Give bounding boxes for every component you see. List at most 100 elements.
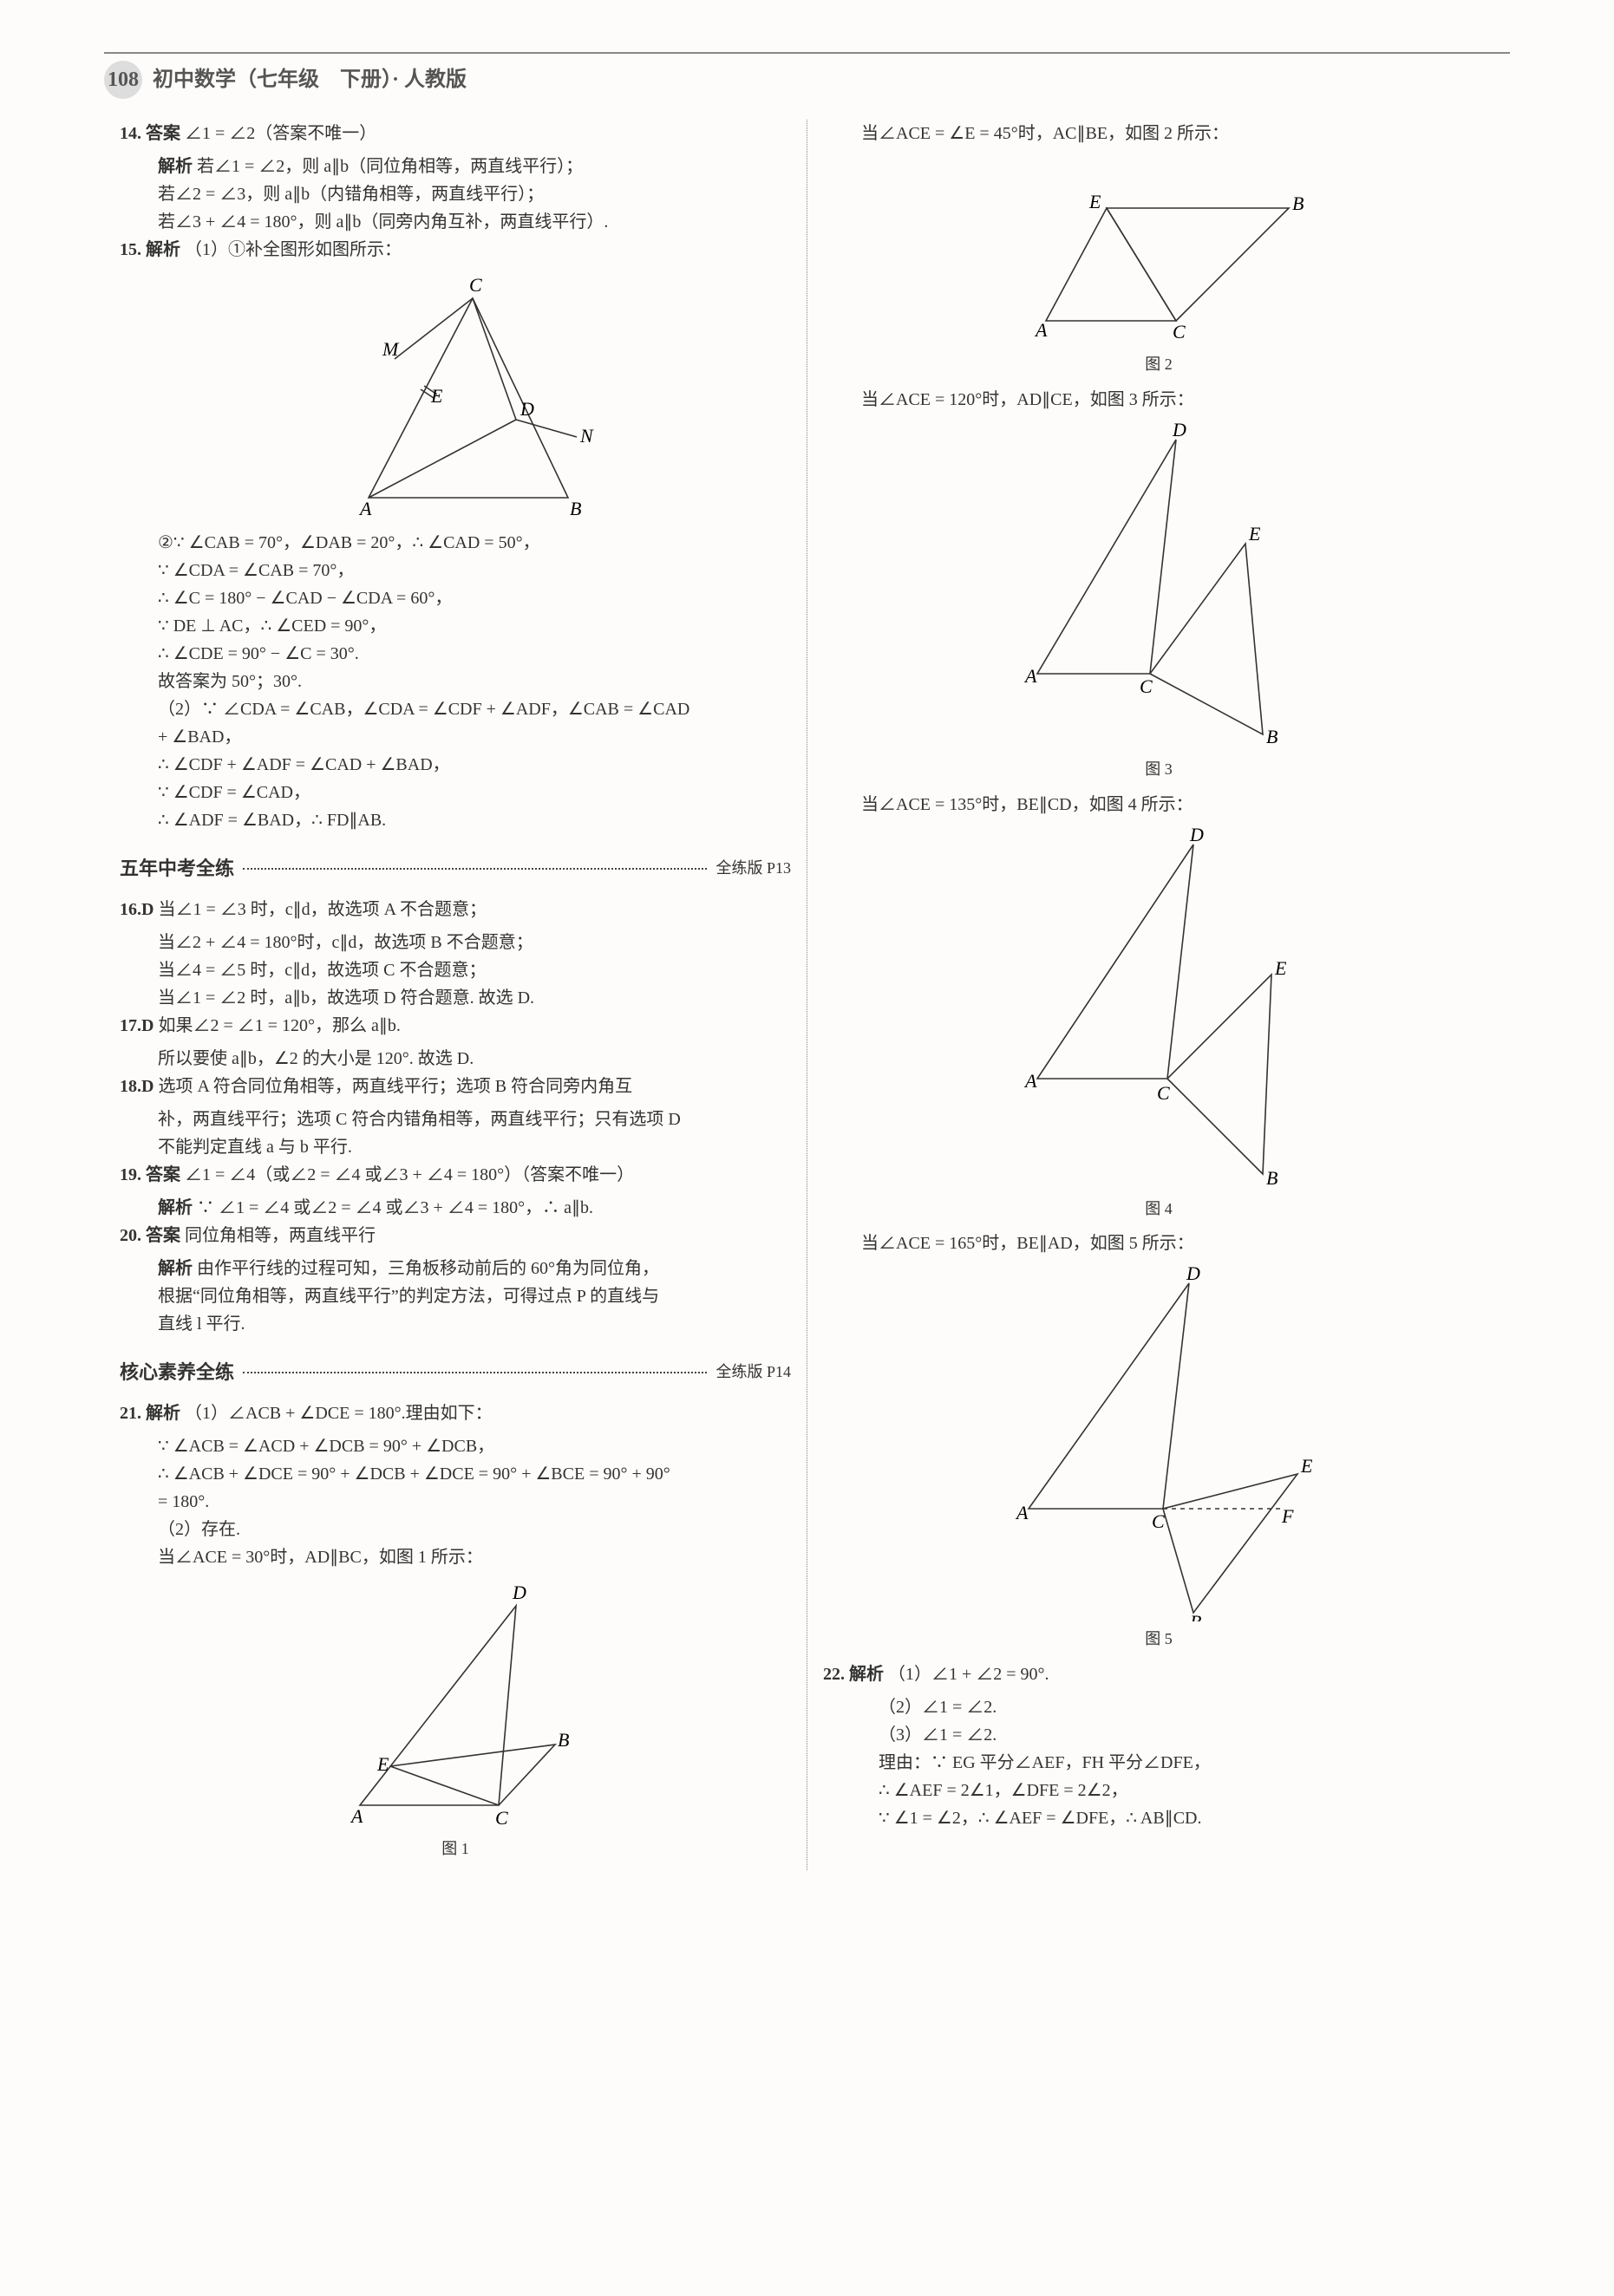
svg-text:D: D (519, 398, 534, 420)
two-column-layout: 14. 答案 ∠1 = ∠2（答案不唯一） 解析 若∠1 = ∠2，则 a∥b（… (104, 120, 1510, 1870)
fig2-caption: 图 2 (823, 352, 1494, 377)
triangle-diagram-icon: A B C D E (1003, 827, 1315, 1191)
q21-fig1: A B C D E (120, 1580, 791, 1831)
sec1-title: 五年中考全练 (120, 853, 234, 884)
q20-ans-label: 答案 (146, 1226, 180, 1245)
q22-l6: ∵ ∠1 = ∠2，∴ ∠AEF = ∠DFE，∴ AB∥CD. (823, 1804, 1494, 1832)
q22-l5: ∴ ∠AEF = 2∠1，∠DFE = 2∠2， (823, 1777, 1494, 1804)
q18: 18.D 选项 A 符合同位角相等，两直线平行；选项 B 符合同旁内角互 (120, 1073, 791, 1100)
q14-exp1: 若∠1 = ∠2，则 a∥b（同位角相等，两直线平行）； (197, 157, 583, 176)
q16-num: 16.D (120, 900, 154, 919)
svg-text:A: A (1015, 1502, 1029, 1523)
q22-exp-label: 解析 (849, 1665, 884, 1684)
q15-l7: 故答案为 50°；30°. (120, 668, 791, 695)
q16-l2: 当∠2 + ∠4 = 180°时，c∥d，故选项 B 不合题意； (120, 929, 791, 956)
q20-exp2: 根据“同位角相等，两直线平行”的判定方法，可得过点 P 的直线与 (120, 1282, 791, 1310)
q17-l1: 如果∠2 = ∠1 = 120°，那么 a∥b. (158, 1016, 400, 1035)
q19-ans-label: 答案 (146, 1165, 180, 1184)
q16-l4: 当∠1 = ∠2 时，a∥b，故选项 D 符合题意. 故选 D. (120, 984, 791, 1012)
triangle-diagram-icon: A B C D E F (994, 1266, 1323, 1621)
svg-text:F: F (1281, 1505, 1294, 1527)
q15-l5: ∵ DE ⊥ AC，∴ ∠CED = 90°， (120, 612, 791, 640)
r-l2: 当∠ACE = 120°时，AD∥CE，如图 3 所示： (823, 386, 1494, 414)
q22-l1: （1）∠1 + ∠2 = 90°. (888, 1665, 1049, 1684)
r-l1: 当∠ACE = ∠E = 45°时，AC∥BE，如图 2 所示： (823, 120, 1494, 147)
q20-exp1: 由作平行线的过程可知，三角板移动前后的 60°角为同位角， (197, 1259, 659, 1278)
q20-exp3: 直线 l 平行. (120, 1310, 791, 1338)
q17-num: 17.D (120, 1016, 154, 1035)
q18-l2: 补，两直线平行；选项 C 符合内错角相等，两直线平行；只有选项 D (120, 1106, 791, 1133)
fig5: A B C D E F (823, 1266, 1494, 1621)
q17: 17.D 如果∠2 = ∠1 = 120°，那么 a∥b. (120, 1012, 791, 1040)
triangle-diagram-icon: A B C E (1003, 156, 1315, 347)
q15-l3: ∵ ∠CDA = ∠CAB = 70°， (120, 557, 791, 584)
svg-text:E: E (1248, 523, 1261, 545)
q14-exp3: 若∠3 + ∠4 = 180°，则 a∥b（同旁内角互补，两直线平行）. (120, 208, 791, 236)
q14-ans-label: 答案 (146, 124, 180, 143)
q20-exp-label: 解析 (158, 1259, 193, 1278)
q15-exp-label: 解析 (146, 240, 180, 259)
q19: 19. 答案 ∠1 = ∠4（或∠2 = ∠4 或∠3 + ∠4 = 180°）… (120, 1161, 791, 1189)
svg-text:A: A (1023, 665, 1037, 687)
triangle-diagram-icon: A B C D E (317, 1580, 594, 1831)
svg-text:E: E (430, 385, 443, 407)
svg-text:C: C (1157, 1082, 1170, 1104)
sec1-page: 全练版 P13 (716, 856, 791, 881)
q18-l1: 选项 A 符合同位角相等，两直线平行；选项 B 符合同旁内角互 (158, 1077, 632, 1096)
left-column: 14. 答案 ∠1 = ∠2（答案不唯一） 解析 若∠1 = ∠2，则 a∥b（… (104, 120, 807, 1870)
q21-l5: 当∠ACE = 30°时，AD∥BC，如图 1 所示： (120, 1543, 791, 1571)
q14-ans: ∠1 = ∠2（答案不唯一） (185, 124, 376, 143)
q15-l2: ②∵ ∠CAB = 70°，∠DAB = 20°，∴ ∠CAD = 50°， (120, 529, 791, 557)
q21-l1: （1）∠ACB + ∠DCE = 180°.理由如下： (185, 1404, 493, 1423)
svg-text:B: B (1266, 1167, 1277, 1189)
q19-ans: ∠1 = ∠4（或∠2 = ∠4 或∠3 + ∠4 = 180°）（答案不唯一） (185, 1165, 634, 1184)
fig5-caption: 图 5 (823, 1627, 1494, 1652)
q21-l4: （2）存在. (120, 1516, 791, 1543)
q22-num: 22. (823, 1665, 845, 1684)
svg-text:C: C (1152, 1510, 1165, 1532)
q15-l9: ∴ ∠CDF + ∠ADF = ∠CAD + ∠BAD， (120, 751, 791, 779)
q21-l3: ∴ ∠ACB + ∠DCE = 90° + ∠DCB + ∠DCE = 90° … (120, 1460, 791, 1488)
q20-exp: 解析 由作平行线的过程可知，三角板移动前后的 60°角为同位角， (120, 1255, 791, 1282)
q16: 16.D 当∠1 = ∠3 时，c∥d，故选项 A 不合题意； (120, 896, 791, 923)
fig3-caption: 图 3 (823, 757, 1494, 782)
sec2-page: 全练版 P14 (716, 1360, 791, 1385)
q16-l1: 当∠1 = ∠3 时，c∥d，故选项 A 不合题意； (158, 900, 487, 919)
q20-ans: 同位角相等，两直线平行 (185, 1226, 376, 1245)
svg-text:A: A (1023, 1070, 1037, 1092)
q19-num: 19. (120, 1165, 141, 1184)
r-l3: 当∠ACE = 135°时，BE∥CD，如图 4 所示： (823, 791, 1494, 819)
svg-text:D: D (1172, 422, 1186, 440)
q15-l8b: + ∠BAD， (120, 723, 791, 751)
q15-num: 15. (120, 240, 141, 259)
q21: 21. 解析 （1）∠ACB + ∠DCE = 180°.理由如下： (120, 1399, 791, 1427)
fig1-caption: 图 1 (120, 1836, 791, 1862)
q14-num: 14. (120, 124, 141, 143)
dots-divider-icon (243, 868, 707, 870)
q18-num: 18.D (120, 1077, 154, 1096)
q14-exp: 解析 若∠1 = ∠2，则 a∥b（同位角相等，两直线平行）； (120, 153, 791, 180)
triangle-diagram-icon: A B C D E (1003, 422, 1315, 752)
triangle-diagram-icon: A B C D E M N (299, 272, 611, 524)
svg-text:D: D (1189, 827, 1204, 845)
section-five-year: 五年中考全练 全练版 P13 (120, 853, 791, 884)
q17-l2: 所以要使 a∥b，∠2 的大小是 120°. 故选 D. (120, 1045, 791, 1073)
dots-divider-icon (243, 1372, 707, 1373)
page-title: 初中数学（七年级 下册）· 人教版 (153, 68, 467, 91)
svg-text:B: B (1292, 192, 1304, 214)
svg-text:B: B (558, 1729, 569, 1751)
q16-l3: 当∠4 = ∠5 时，c∥d，故选项 C 不合题意； (120, 956, 791, 984)
q21-l3b: = 180°. (120, 1488, 791, 1516)
q19-exp-label: 解析 (158, 1198, 193, 1217)
q20: 20. 答案 同位角相等，两直线平行 (120, 1222, 791, 1249)
svg-text:C: C (495, 1807, 508, 1829)
svg-text:B: B (570, 498, 581, 519)
section-core: 核心素养全练 全练版 P14 (120, 1357, 791, 1387)
svg-text:C: C (469, 274, 482, 296)
q18-l3: 不能判定直线 a 与 b 平行. (120, 1133, 791, 1161)
svg-text:A: A (358, 498, 372, 519)
svg-text:A: A (350, 1805, 363, 1827)
q21-num: 21. (120, 1404, 141, 1423)
svg-text:N: N (579, 425, 594, 447)
q20-num: 20. (120, 1226, 141, 1245)
